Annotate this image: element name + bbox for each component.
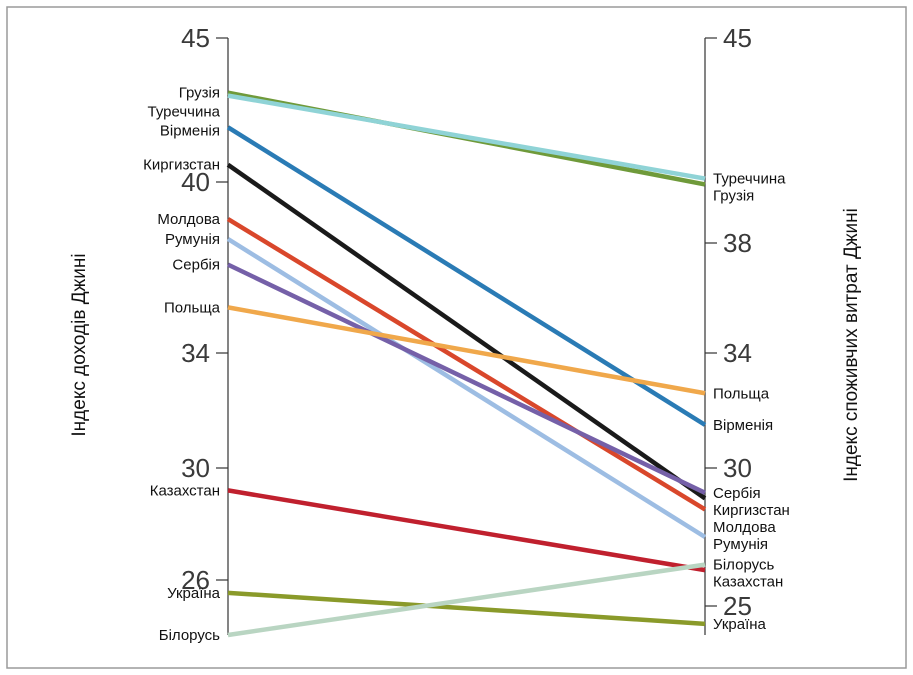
series-lines <box>226 90 707 638</box>
right-country-label: Молдова <box>713 519 776 536</box>
left-country-label: Білорусь <box>159 627 220 644</box>
left-tick-label: 30 <box>181 453 210 483</box>
left-country-label: Туреччина <box>148 104 221 121</box>
right-country-label: Польща <box>713 385 770 402</box>
left-country-label: Молдова <box>157 211 220 228</box>
right-tick-label: 45 <box>723 23 752 53</box>
right-country-label: Вірменія <box>713 417 773 434</box>
left-country-label: Казахстан <box>150 482 220 499</box>
series-line <box>226 237 707 539</box>
left-tick-label: 34 <box>181 338 210 368</box>
series-line <box>227 305 706 396</box>
right-country-label: Сербія <box>713 485 761 502</box>
chart-frame <box>6 6 907 669</box>
left-tick-label: 40 <box>181 167 210 197</box>
left-country-label: Грузія <box>179 85 220 102</box>
left-country-label: Киргизстан <box>143 157 220 174</box>
right-country-label: Казахстан <box>713 574 783 591</box>
right-country-label: Румунія <box>713 536 768 553</box>
series-line <box>226 125 707 427</box>
left-tick-label: 26 <box>181 565 210 595</box>
left-axis-ticks: 45 40 34 30 26 <box>181 23 228 595</box>
left-country-label: Румунія <box>165 231 220 248</box>
left-country-label: Україна <box>167 585 221 602</box>
series-line <box>227 93 706 181</box>
series-line <box>227 590 706 627</box>
left-country-label: Польща <box>164 299 221 316</box>
left-country-label: Сербія <box>172 257 220 274</box>
left-country-labels: Грузія Туреччина Вірменія Киргизстан Молдова… <box>143 85 221 644</box>
right-country-label: Грузія <box>713 188 754 205</box>
series-line <box>227 562 706 638</box>
series-line <box>227 488 706 573</box>
series-line <box>226 162 707 501</box>
right-tick-label: 25 <box>723 591 752 621</box>
right-tick-label: 38 <box>723 228 752 258</box>
right-country-label: Білорусь <box>713 557 774 574</box>
right-country-label: Туреччина <box>713 171 786 188</box>
left-tick-label: 45 <box>181 23 210 53</box>
series-line <box>227 262 706 495</box>
right-country-label: Киргизстан <box>713 502 790 519</box>
series-line <box>226 217 707 512</box>
right-tick-label: 30 <box>723 453 752 483</box>
left-axis-title: Індекс доходів Джині <box>69 253 90 436</box>
right-tick-label: 34 <box>723 338 752 368</box>
left-country-label: Вірменія <box>160 123 220 140</box>
right-axis-title: Індекс споживчих витрат Джині <box>841 208 862 482</box>
right-country-label: Україна <box>713 616 767 633</box>
right-axis-ticks: 45 38 34 30 25 <box>705 23 752 621</box>
